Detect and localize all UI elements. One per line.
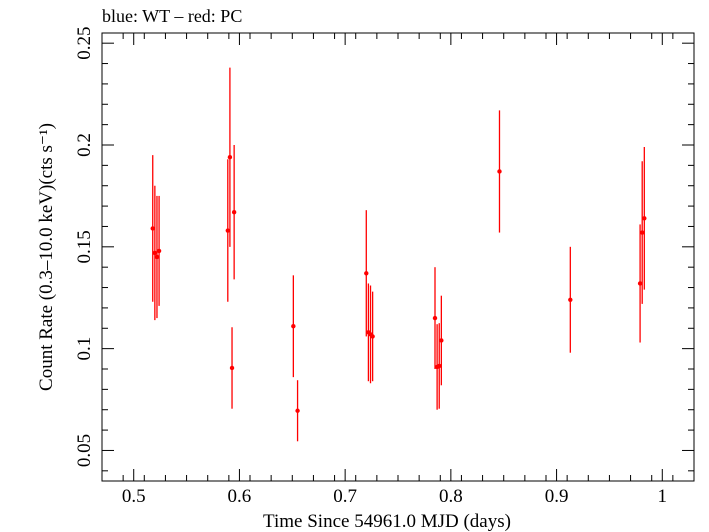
data-point <box>295 408 300 413</box>
data-point <box>432 315 438 321</box>
x-tick-label: 0.8 <box>439 486 463 507</box>
data-point <box>227 155 233 160</box>
plot-frame <box>101 32 695 482</box>
x-tick-label: 0.6 <box>228 486 252 507</box>
data-point <box>152 250 158 256</box>
data-point <box>437 363 442 369</box>
y-tick-label: 0.2 <box>74 133 95 157</box>
data-point <box>439 338 444 343</box>
y-tick-label: 0.15 <box>74 230 95 263</box>
data-point <box>156 248 162 254</box>
data-point <box>568 297 573 302</box>
data-point <box>370 334 375 339</box>
chart-title: blue: WT – red: PC <box>102 6 242 26</box>
x-tick-label: 0.7 <box>333 486 357 507</box>
data-point <box>642 216 647 221</box>
data-point <box>640 230 645 235</box>
data-point <box>637 281 643 286</box>
y-tick-label: 0.25 <box>74 27 95 60</box>
data-point <box>150 226 155 231</box>
data-point <box>154 254 160 260</box>
y-tick-label: 0.1 <box>74 337 95 361</box>
data-point <box>291 324 296 329</box>
data-point <box>229 365 235 371</box>
data-point <box>231 210 237 215</box>
y-tick-label: 0.05 <box>74 434 95 467</box>
axis-ticks <box>101 33 695 481</box>
data-point <box>225 228 230 233</box>
x-tick-label: 0.9 <box>545 486 569 507</box>
y-axis-label: Count Rate (0.3–10.0 keV)(cts s⁻¹) <box>36 123 57 391</box>
axis-tick-labels: 0.5 0.6 0.7 0.8 0.9 1 0.05 0.1 0.15 0.2 0.25 <box>74 27 667 507</box>
x-tick-label: 1 <box>658 486 668 507</box>
x-tick-label: 0.5 <box>122 486 146 507</box>
x-axis-label: Time Since 54961.0 MJD (days) <box>263 511 511 532</box>
data-point <box>497 169 502 174</box>
data-points <box>150 67 647 442</box>
data-point <box>364 271 369 276</box>
